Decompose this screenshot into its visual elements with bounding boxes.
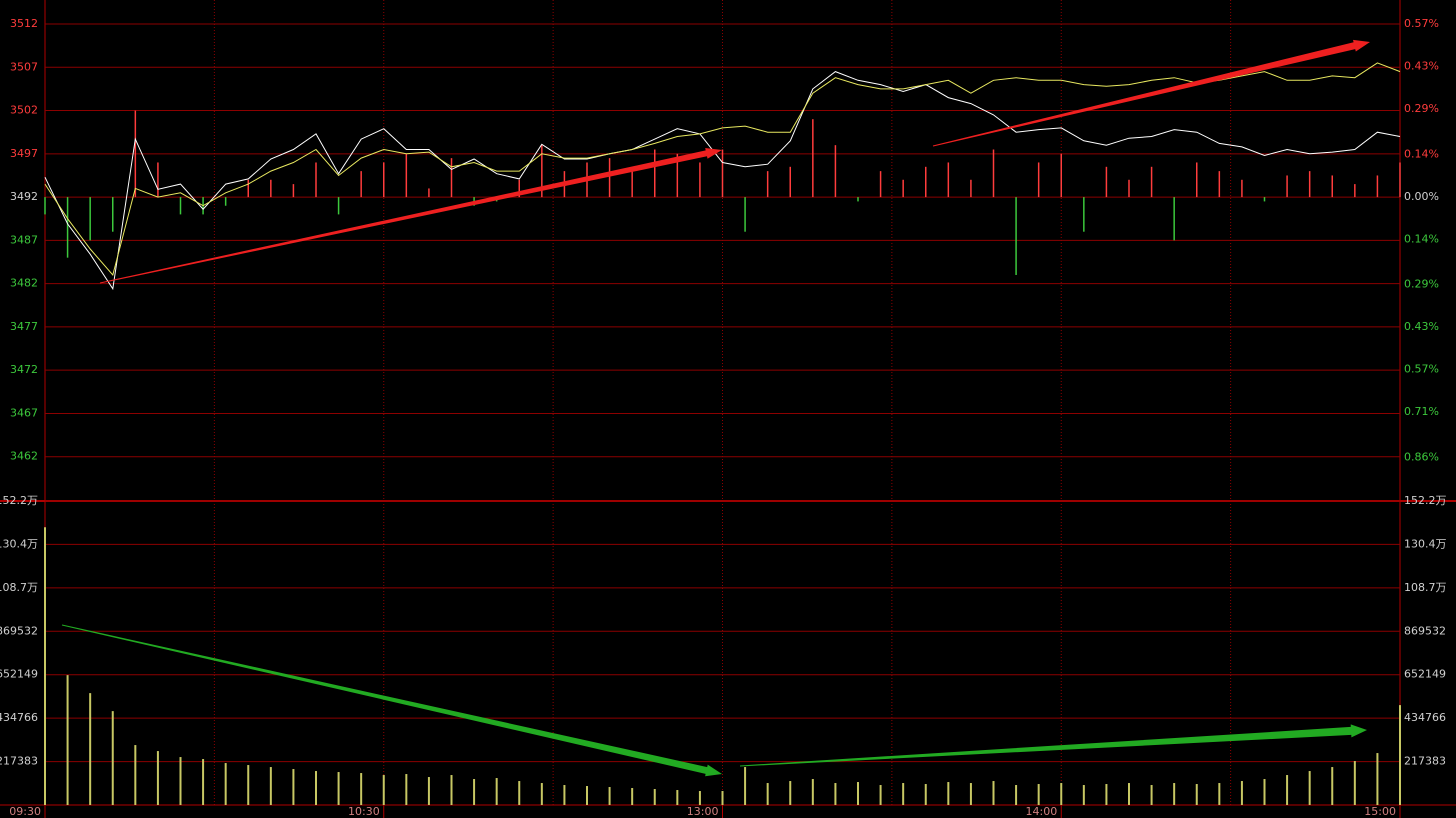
y2-tick-label: 0.86% bbox=[1404, 451, 1439, 464]
y-tick-label: 152.2万 bbox=[0, 494, 38, 507]
y2-tick-label: 217383 bbox=[1404, 755, 1446, 768]
arrow bbox=[740, 724, 1367, 767]
y-tick-label: 3482 bbox=[10, 277, 38, 290]
y2-tick-label: 0.29% bbox=[1404, 102, 1439, 115]
y-tick-label: 3467 bbox=[10, 406, 38, 419]
y-tick-label: 3512 bbox=[10, 17, 38, 30]
y2-tick-label: 434766 bbox=[1404, 711, 1446, 724]
y-tick-label: 217383 bbox=[0, 755, 38, 768]
labels: 3462 3467 3472 3477 3482 3487 3492 3497 3502 3507… bbox=[0, 17, 1447, 818]
y-tick-label: 434766 bbox=[0, 711, 38, 724]
y-tick-label: 130.4万 bbox=[0, 537, 38, 550]
y2-tick-label: 0.00% bbox=[1404, 190, 1439, 203]
y-tick-label: 3462 bbox=[10, 450, 38, 463]
y2-tick-label: 0.57% bbox=[1404, 17, 1439, 30]
x-tick-label: 10:30 bbox=[348, 805, 380, 818]
arrow bbox=[99, 148, 722, 284]
x-tick-label: 15:00 bbox=[1364, 805, 1396, 818]
y-tick-label: 3487 bbox=[10, 233, 38, 246]
price-line bbox=[44, 62, 1401, 277]
y-tick-label: 3492 bbox=[10, 190, 38, 203]
y2-tick-label: 869532 bbox=[1404, 624, 1446, 637]
y2-tick-label: 0.43% bbox=[1404, 320, 1439, 333]
arrow bbox=[932, 39, 1370, 147]
y2-tick-label: 152.2万 bbox=[1404, 494, 1447, 507]
y2-tick-label: 0.14% bbox=[1404, 147, 1439, 160]
y-tick-label: 652149 bbox=[0, 668, 38, 681]
y2-tick-label: 0.43% bbox=[1404, 59, 1439, 72]
y-tick-label: 3502 bbox=[10, 104, 38, 117]
y2-tick-label: 652149 bbox=[1404, 668, 1446, 681]
x-tick-label: 14:00 bbox=[1026, 805, 1058, 818]
arrow bbox=[61, 624, 722, 777]
annotation-arrows bbox=[61, 39, 1370, 777]
y2-tick-label: 0.57% bbox=[1404, 363, 1439, 376]
y2-tick-label: 0.29% bbox=[1404, 278, 1439, 291]
y-tick-label: 3497 bbox=[10, 147, 38, 160]
y-tick-label: 3472 bbox=[10, 363, 38, 376]
y2-tick-label: 108.7万 bbox=[1404, 581, 1447, 594]
x-tick-label: 09:30 bbox=[9, 805, 41, 818]
y-tick-label: 3507 bbox=[10, 60, 38, 73]
y2-tick-label: 130.4万 bbox=[1404, 537, 1447, 550]
x-tick-label: 13:00 bbox=[687, 805, 719, 818]
y-tick-label: 3477 bbox=[10, 320, 38, 333]
price-line bbox=[44, 71, 1401, 291]
y2-tick-label: 0.14% bbox=[1404, 232, 1439, 245]
y-tick-label: 869532 bbox=[0, 624, 38, 637]
marks bbox=[44, 62, 1401, 805]
y-tick-label: 108.7万 bbox=[0, 581, 38, 594]
y2-tick-label: 0.71% bbox=[1404, 405, 1439, 418]
